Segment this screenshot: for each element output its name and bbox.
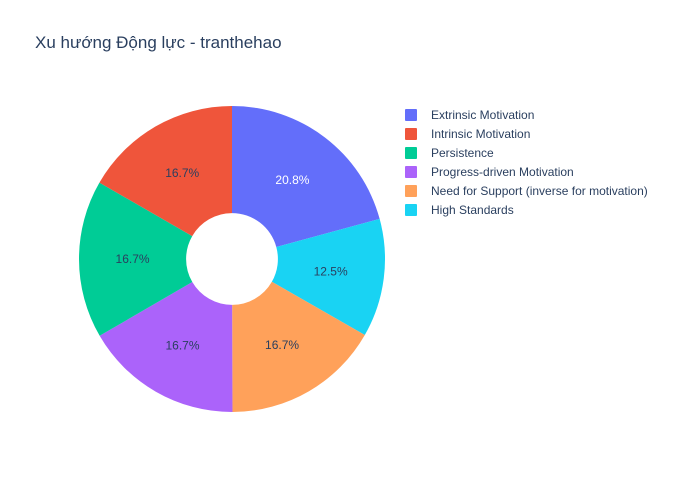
pie-slice-intrinsic-motivation[interactable] — [99, 106, 232, 237]
legend-item[interactable]: High Standards — [402, 200, 648, 219]
slice-percent-label: 16.7% — [165, 166, 199, 180]
legend-label: Extrinsic Motivation — [431, 107, 535, 122]
chart-title: Xu hướng Động lực - tranthehao — [35, 33, 282, 52]
legend-swatch — [405, 184, 417, 197]
pie-slice-progress-driven-motivation[interactable] — [99, 282, 233, 412]
legend-label: High Standards — [431, 202, 514, 217]
legend-swatch — [405, 165, 417, 178]
pie-slice-need-for-support-inverse-for-motivation[interactable] — [232, 281, 365, 412]
slice-percent-label: 20.8% — [275, 173, 309, 187]
legend-item[interactable]: Need for Support (inverse for motivation… — [402, 181, 648, 200]
slice-percent-label: 12.5% — [314, 265, 348, 279]
legend-swatch — [405, 127, 417, 140]
legend: Extrinsic Motivation Intrinsic Motivation… — [402, 105, 648, 219]
slice-percent-label: 16.7% — [165, 338, 199, 352]
slice-percent-label: 16.7% — [265, 338, 299, 352]
legend-item[interactable]: Persistence — [402, 143, 648, 162]
pie-slice-high-standards[interactable] — [271, 218, 385, 335]
legend-label: Need for Support (inverse for motivation… — [431, 183, 648, 198]
legend-item[interactable]: Extrinsic Motivation — [402, 105, 648, 124]
legend-label: Persistence — [431, 145, 494, 160]
legend-label: Progress-driven Motivation — [431, 164, 574, 179]
legend-swatch — [405, 146, 417, 159]
pie-slice-persistence[interactable] — [78, 182, 193, 336]
legend-label: Intrinsic Motivation — [431, 126, 531, 141]
slice-percent-label: 16.7% — [116, 252, 150, 266]
legend-swatch — [405, 108, 417, 121]
legend-item[interactable]: Progress-driven Motivation — [402, 162, 648, 181]
legend-item[interactable]: Intrinsic Motivation — [402, 124, 648, 143]
pie-slice-extrinsic-motivation[interactable] — [232, 106, 380, 247]
legend-swatch — [405, 203, 417, 216]
